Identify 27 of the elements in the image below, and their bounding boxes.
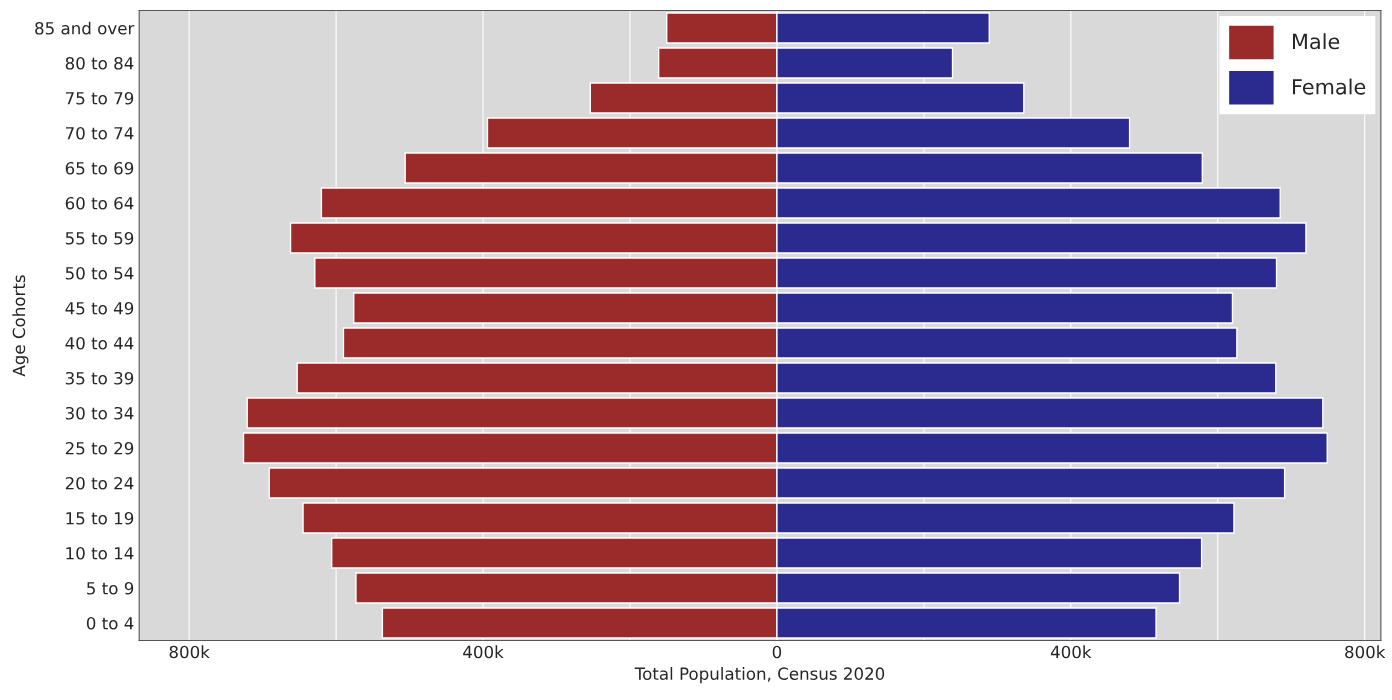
- y-tick-label: 60 to 64: [65, 196, 134, 210]
- y-tick-label: 45 to 49: [65, 301, 134, 315]
- legend-label: Female: [1293, 78, 1366, 95]
- x-tick-label: 0: [772, 645, 782, 659]
- y-tick-label: 75 to 79: [65, 91, 134, 105]
- y-tick-label: 85 and over: [35, 21, 135, 35]
- y-tick-label: 35 to 39: [65, 371, 134, 385]
- y-tick-label: 50 to 54: [65, 266, 134, 280]
- x-tick-label: 800k: [169, 645, 210, 659]
- x-axis-title: Total Population, Census 2020: [634, 667, 885, 684]
- x-tick-label: 400k: [1050, 645, 1092, 659]
- legend-label: Male: [1293, 33, 1340, 50]
- y-axis-title: Age Cohorts: [12, 275, 29, 377]
- y-tick-label: 80 to 84: [65, 56, 134, 70]
- y-tick-label: 25 to 29: [65, 441, 134, 455]
- y-tick-label: 20 to 24: [65, 476, 134, 490]
- y-tick-label: 10 to 14: [66, 546, 134, 560]
- y-tick-label: 70 to 74: [65, 126, 134, 140]
- y-tick-label: 40 to 44: [65, 336, 134, 350]
- y-tick-label: 65 to 69: [65, 161, 134, 175]
- y-tick-label: 30 to 34: [65, 406, 134, 420]
- y-tick-label: 55 to 59: [65, 231, 134, 245]
- y-tick-label: 5 to 9: [87, 581, 134, 595]
- x-tick-label: 800k: [1345, 645, 1386, 659]
- y-tick-label: 0 to 4: [86, 616, 134, 630]
- y-tick-label: 15 to 19: [66, 511, 134, 525]
- x-tick-label: 400k: [463, 645, 504, 659]
